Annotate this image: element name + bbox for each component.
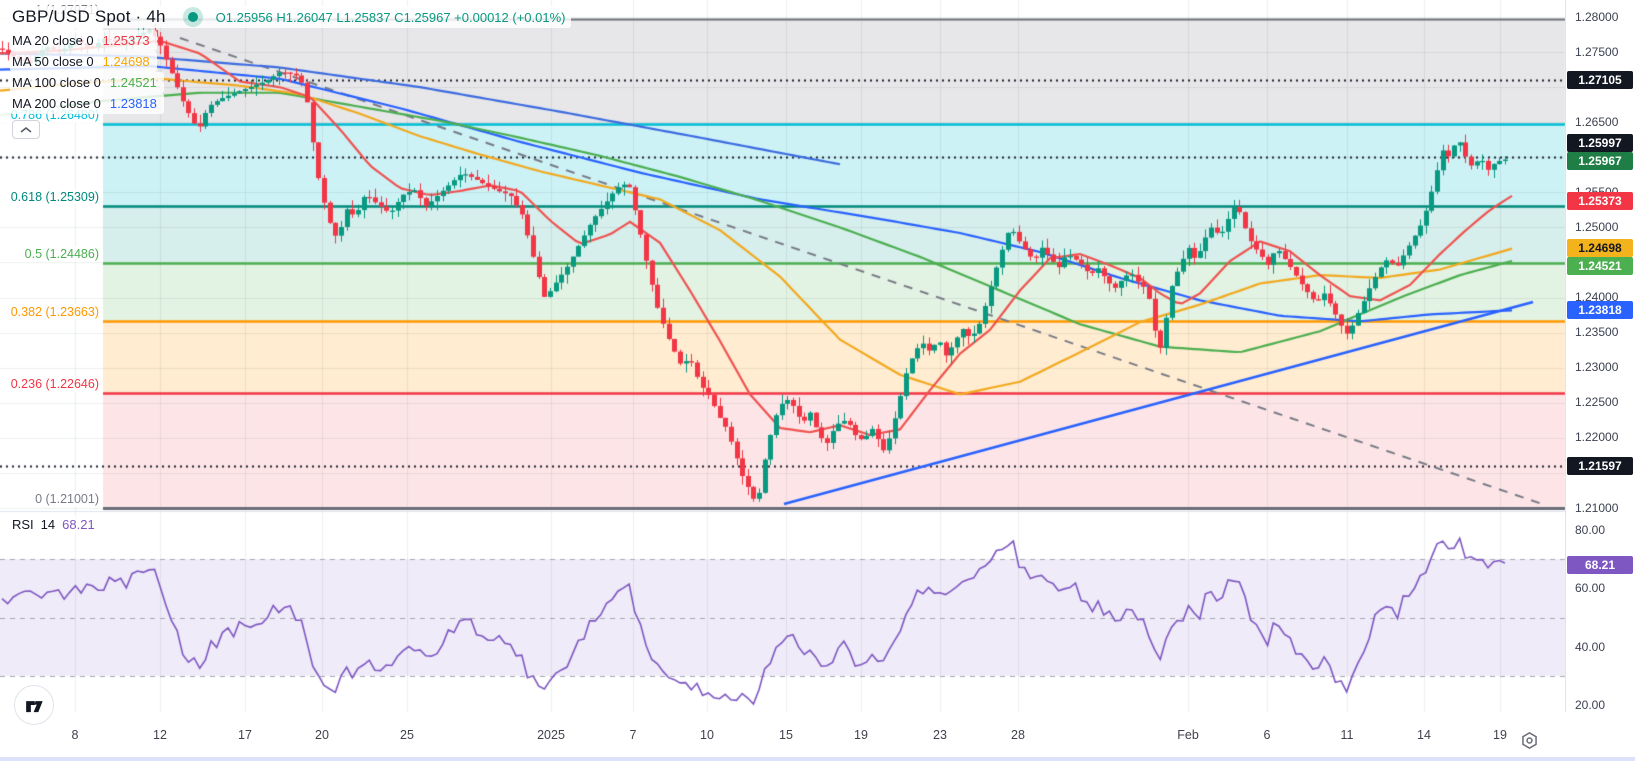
ma-legend-row[interactable]: MA 200 close 0 1.23818: [10, 93, 164, 114]
price-badge: 1.23818: [1567, 301, 1633, 319]
legend-collapse-button[interactable]: [12, 120, 40, 139]
price-axis-label: 1.27500: [1575, 45, 1619, 59]
price-axis-label: 1.26500: [1575, 115, 1619, 129]
rsi-value: 68.21: [62, 517, 95, 532]
time-axis-tick: 14: [1417, 728, 1431, 742]
fib-level-label: 0.5 (1.24486): [0, 246, 103, 262]
time-axis[interactable]: 8 12 17 20 25 2025 7 10 15 19 23 28 Feb 6 11 14 19: [0, 712, 1635, 757]
price-badge: 1.25997: [1567, 134, 1633, 152]
ma-legend-row[interactable]: MA 100 close 0 1.24521: [10, 72, 164, 93]
price-axis-label: 60.00: [1575, 581, 1606, 595]
time-axis-tick: 6: [1263, 728, 1271, 742]
tradingview-logo-icon: [26, 701, 43, 713]
price-axis-label: 80.00: [1575, 523, 1606, 537]
rsi-period: 14: [40, 517, 56, 532]
fib-level-label: 0 (1.21001): [0, 491, 103, 507]
price-badge: 1.24698: [1567, 239, 1633, 257]
price-badge: 1.24521: [1567, 257, 1633, 275]
tradingview-logo[interactable]: [14, 685, 54, 725]
time-axis-tick: 23: [933, 728, 947, 742]
gear-icon: [1521, 731, 1537, 749]
fib-level-label: 0.236 (1.22646): [0, 376, 103, 392]
ma-label: MA 50 close 0: [12, 54, 94, 69]
time-axis-tick: 19: [854, 728, 868, 742]
price-axis-label: 1.23500: [1575, 325, 1619, 339]
price-axis-label: 1.22500: [1575, 395, 1619, 409]
symbol-legend-row[interactable]: GBP/USD Spot · 4h O1.25956 H1.26047 L1.2…: [10, 6, 572, 28]
fib-level-label: 0.618 (1.25309): [0, 189, 103, 205]
rsi-legend[interactable]: RSI 14 68.21: [10, 516, 102, 533]
price-badge: 68.21: [1567, 556, 1633, 574]
bottom-edge-strip: [0, 757, 1635, 761]
ma-value: 1.23818: [109, 96, 157, 111]
ma-label: MA 20 close 0: [12, 33, 94, 48]
price-badge: 1.25373: [1567, 192, 1633, 210]
time-axis-tick: 19: [1493, 728, 1507, 742]
ma-label: MA 200 close 0: [12, 96, 101, 111]
price-axis[interactable]: 1.280001.275001.265001.255001.250001.240…: [1565, 0, 1635, 712]
time-axis-tick: 10: [700, 728, 714, 742]
price-axis-label: 1.24000: [1575, 290, 1619, 304]
chart-legend: GBP/USD Spot · 4h O1.25956 H1.26047 L1.2…: [10, 6, 572, 139]
ma-label: MA 100 close 0: [12, 75, 101, 90]
price-axis-label: 1.22000: [1575, 430, 1619, 444]
ma-legend-row[interactable]: MA 50 close 0 1.24698: [10, 51, 157, 72]
time-axis-tick: 17: [238, 728, 252, 742]
time-axis-tick: 11: [1340, 728, 1354, 742]
time-axis-tick: 25: [400, 728, 414, 742]
price-axis-label: 1.23000: [1575, 360, 1619, 374]
price-badge: 1.25967: [1567, 152, 1633, 170]
price-axis-label: 1.21000: [1575, 501, 1619, 515]
time-axis-tick: Feb: [1177, 728, 1199, 742]
chevron-up-icon: [20, 126, 32, 133]
ma-value: 1.24521: [109, 75, 157, 90]
price-axis-label: 20.00: [1575, 698, 1606, 712]
settings-gear-button[interactable]: [1516, 727, 1542, 753]
symbol-title[interactable]: GBP/USD Spot · 4h: [12, 7, 166, 26]
ohlc-summary: O1.25956 H1.26047 L1.25837 C1.25967 +0.0…: [215, 9, 566, 25]
time-axis-tick: 28: [1011, 728, 1025, 742]
price-badge: 1.21597: [1567, 457, 1633, 475]
ma-value: 1.24698: [102, 54, 150, 69]
market-status-dot: [187, 12, 198, 22]
time-axis-tick: 20: [315, 728, 329, 742]
time-axis-tick: 7: [629, 728, 637, 742]
fib-level-label: 0.382 (1.23663): [0, 304, 103, 320]
price-badge: 1.27105: [1567, 71, 1633, 89]
price-axis-label: 1.25000: [1575, 220, 1619, 234]
rsi-indicator-name: RSI: [12, 517, 34, 532]
time-axis-tick: 8: [71, 728, 79, 742]
time-axis-tick: 15: [779, 728, 793, 742]
ma-value: 1.25373: [102, 33, 150, 48]
ma-legend-row[interactable]: MA 20 close 0 1.25373: [10, 30, 157, 51]
price-axis-label: 40.00: [1575, 640, 1606, 654]
time-axis-tick: 12: [153, 728, 167, 742]
price-axis-label: 1.28000: [1575, 10, 1619, 24]
time-axis-tick: 2025: [537, 728, 565, 742]
